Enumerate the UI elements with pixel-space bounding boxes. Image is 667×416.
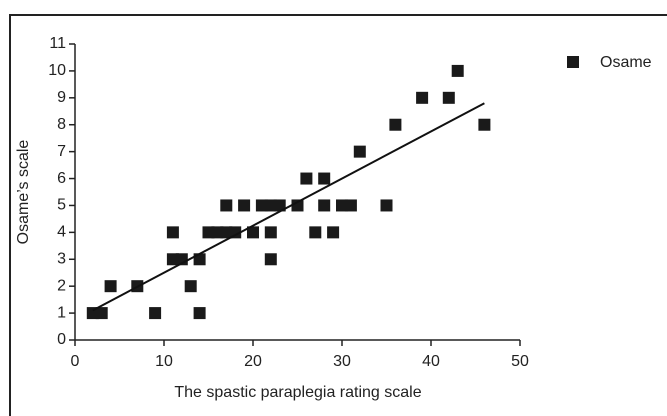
y-tick-label: 10 bbox=[48, 62, 66, 79]
point bbox=[380, 199, 393, 212]
point bbox=[389, 118, 402, 131]
y-tick-label: 2 bbox=[57, 277, 66, 294]
trendline bbox=[92, 102, 485, 312]
legend-marker bbox=[567, 56, 579, 68]
point bbox=[327, 226, 340, 239]
x-tick-label: 30 bbox=[333, 353, 351, 370]
point bbox=[193, 253, 206, 266]
y-tick-label: 4 bbox=[57, 224, 66, 241]
point bbox=[300, 172, 313, 185]
point bbox=[149, 307, 162, 320]
point bbox=[442, 91, 455, 104]
point bbox=[451, 64, 464, 77]
x-tick-label: 10 bbox=[155, 353, 173, 370]
y-tick-label: 9 bbox=[57, 89, 66, 106]
y-tick-label: 1 bbox=[57, 304, 66, 321]
point bbox=[175, 253, 188, 266]
point bbox=[273, 199, 286, 212]
point bbox=[193, 307, 206, 320]
x-tick-label: 0 bbox=[71, 353, 80, 370]
y-tick-label: 3 bbox=[57, 250, 66, 267]
y-tick-label: 8 bbox=[57, 116, 66, 133]
point bbox=[309, 226, 322, 239]
x-axis-label: The spastic paraplegia rating scale bbox=[174, 384, 421, 401]
point bbox=[238, 199, 251, 212]
point bbox=[95, 307, 108, 320]
point bbox=[166, 226, 179, 239]
y-tick-label: 5 bbox=[57, 197, 66, 214]
point bbox=[184, 280, 197, 293]
point bbox=[229, 226, 242, 239]
point bbox=[220, 199, 233, 212]
y-tick-label: 0 bbox=[57, 331, 66, 348]
y-axis-label: Osame’s scale bbox=[15, 140, 32, 245]
x-tick-label: 50 bbox=[511, 353, 529, 370]
point bbox=[344, 199, 357, 212]
point bbox=[247, 226, 259, 239]
y-tick-label: 6 bbox=[57, 170, 66, 187]
point bbox=[264, 253, 277, 266]
point bbox=[353, 145, 366, 158]
point bbox=[291, 199, 304, 212]
point bbox=[104, 280, 117, 293]
point bbox=[166, 253, 179, 266]
x-tick-label: 40 bbox=[422, 353, 440, 370]
point bbox=[478, 118, 491, 131]
frame bbox=[9, 14, 667, 416]
y-tick-label: 11 bbox=[49, 35, 66, 52]
point bbox=[416, 91, 429, 104]
y-tick-label: 7 bbox=[57, 143, 66, 160]
point bbox=[264, 226, 277, 239]
legend-label: Osame bbox=[600, 54, 652, 71]
point bbox=[318, 199, 331, 212]
point bbox=[318, 172, 331, 185]
x-tick-label: 20 bbox=[244, 353, 262, 370]
